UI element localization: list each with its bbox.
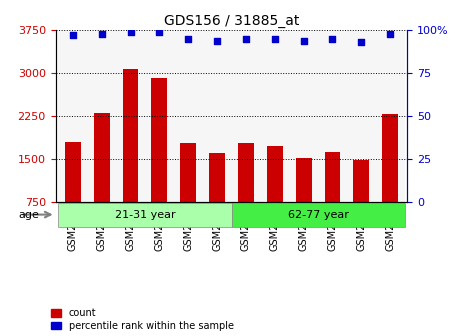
Bar (145, 30, 174, 202)
Title: GDS156 / 31885_at: GDS156 / 31885_at (164, 14, 299, 28)
Bar (174, 30, 203, 202)
Bar (267, 146, 283, 245)
Point (242, 36, 250, 42)
Bar (58, 203, 232, 227)
Bar (123, 69, 138, 245)
Bar (325, 152, 340, 245)
Bar (151, 78, 167, 245)
Bar (347, 30, 375, 202)
Bar (382, 114, 398, 245)
Bar (65, 142, 81, 245)
Point (357, 40, 365, 45)
Bar (296, 158, 312, 245)
Bar (209, 153, 225, 245)
Point (127, 29, 134, 35)
Point (300, 38, 307, 43)
Bar (318, 30, 347, 202)
Point (98, 31, 106, 36)
Bar (375, 30, 405, 202)
Bar (180, 143, 196, 245)
Point (156, 29, 163, 35)
Bar (232, 203, 405, 227)
Bar (58, 30, 88, 202)
Bar (203, 30, 232, 202)
Text: age: age (19, 210, 39, 220)
Bar (353, 160, 369, 245)
Point (69, 33, 76, 38)
Bar (238, 143, 254, 245)
Bar (94, 113, 110, 245)
Point (185, 36, 192, 42)
Bar (116, 30, 145, 202)
Legend: count, percentile rank within the sample: count, percentile rank within the sample (51, 308, 234, 331)
Point (213, 38, 221, 43)
Bar (289, 30, 318, 202)
Bar (232, 30, 260, 202)
Point (329, 36, 336, 42)
Point (387, 31, 394, 36)
Bar (260, 30, 289, 202)
Text: 62-77 year: 62-77 year (288, 210, 349, 220)
Text: 21-31 year: 21-31 year (115, 210, 175, 220)
Bar (88, 30, 116, 202)
Point (271, 36, 278, 42)
